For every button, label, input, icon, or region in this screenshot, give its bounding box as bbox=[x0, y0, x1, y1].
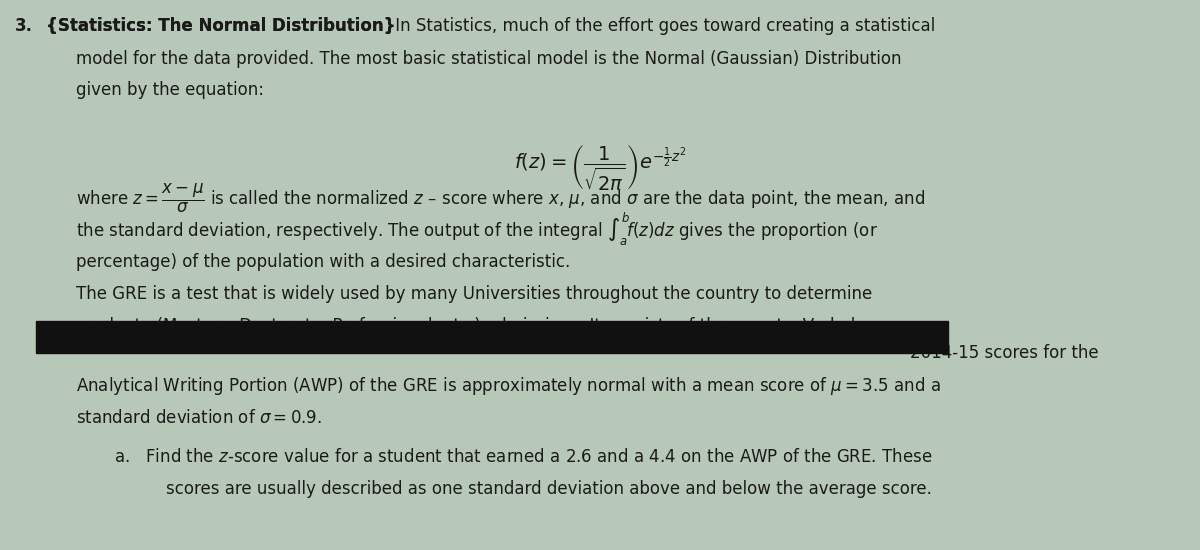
Text: {Statistics: The Normal Distribution}: {Statistics: The Normal Distribution} bbox=[46, 18, 395, 35]
Text: the standard deviation, respectively. The output of the integral $\int_a^b\! f(z: the standard deviation, respectively. Th… bbox=[76, 211, 877, 249]
Text: given by the equation:: given by the equation: bbox=[76, 81, 264, 99]
Text: {Statistics: The Normal Distribution}: {Statistics: The Normal Distribution} bbox=[46, 18, 395, 35]
Text: The GRE is a test that is widely used by many Universities throughout the countr: The GRE is a test that is widely used by… bbox=[76, 285, 872, 303]
Text: 2014-15 scores for the: 2014-15 scores for the bbox=[910, 344, 1098, 362]
Text: $f(z) = \left(\dfrac{1}{\sqrt{2\pi}}\right)e^{-\frac{1}{2}z^{2}}$: $f(z) = \left(\dfrac{1}{\sqrt{2\pi}}\rig… bbox=[514, 142, 686, 193]
Text: graduate (Masters, Doctorate, Professional, etc.) admissions. It consists of thr: graduate (Masters, Doctorate, Profession… bbox=[76, 317, 860, 334]
FancyBboxPatch shape bbox=[36, 321, 948, 353]
Text: scores are usually described as one standard deviation above and below the avera: scores are usually described as one stan… bbox=[166, 481, 931, 498]
Text: a.   Find the $z$-score value for a student that earned a 2.6 and a 4.4 on the A: a. Find the $z$-score value for a studen… bbox=[114, 448, 932, 465]
Text: model for the data provided. The most basic statistical model is the Normal (Gau: model for the data provided. The most ba… bbox=[76, 50, 901, 68]
Text: Analytical Writing Portion (AWP) of the GRE is approximately normal with a mean : Analytical Writing Portion (AWP) of the … bbox=[76, 375, 941, 397]
Text: percentage) of the population with a desired characteristic.: percentage) of the population with a des… bbox=[76, 253, 570, 271]
Text: where $z = \dfrac{x-\mu}{\sigma}$ is called the normalized $z$ – score where $x$: where $z = \dfrac{x-\mu}{\sigma}$ is cal… bbox=[76, 182, 925, 214]
Text: standard deviation of $\sigma = 0.9$.: standard deviation of $\sigma = 0.9$. bbox=[76, 409, 322, 427]
Text: In Statistics, much of the effort goes toward creating a statistical: In Statistics, much of the effort goes t… bbox=[390, 18, 935, 35]
Text: 3.: 3. bbox=[14, 18, 32, 35]
